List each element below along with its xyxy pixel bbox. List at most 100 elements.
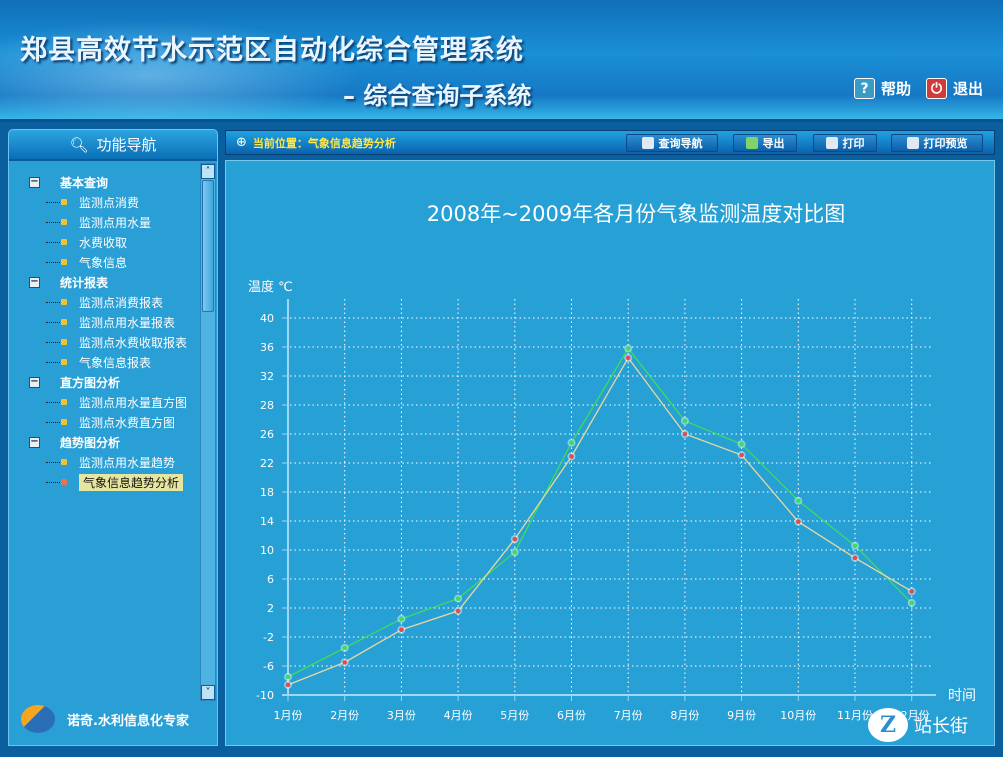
bullet-icon (61, 199, 67, 205)
nav-item[interactable]: 水费收取 (29, 232, 187, 252)
print-preview-label: 打印预览 (923, 137, 968, 150)
data-point (512, 536, 518, 542)
y-tick-label: 28 (260, 399, 274, 412)
help-icon: ? (854, 78, 875, 99)
nav-group[interactable]: − 基本查询 (29, 172, 187, 192)
nav-item[interactable]: 气象信息趋势分析 (29, 472, 187, 492)
chart-title: 2008年~2009年各月份气象监测温度对比图 (427, 202, 845, 226)
query-nav-button[interactable]: 查询导航 (626, 134, 718, 152)
scrollbar-thumb[interactable] (202, 180, 214, 312)
bullet-icon (61, 239, 67, 245)
app-header: 郑县高效节水示范区自动化综合管理系统 – 综合查询子系统 ? 帮助 ⏻ 退出 (0, 0, 1003, 122)
nav-item-label: 监测点用水量 (79, 215, 152, 230)
y-tick-label: 2 (267, 602, 274, 615)
watermark: Z 站长街 (868, 708, 968, 742)
collapse-icon[interactable]: − (29, 175, 40, 188)
nav-item-label: 监测点消费报表 (79, 295, 164, 310)
company-logo (21, 705, 55, 733)
globe-icon: ⊕ (236, 135, 247, 150)
y-tick-label: -2 (263, 631, 274, 644)
y-tick-label: 6 (267, 573, 274, 586)
nav-item[interactable]: 监测点用水量 (29, 212, 187, 232)
magnifier-icon (641, 137, 654, 149)
scroll-down-button[interactable]: ˅ (201, 685, 215, 700)
y-tick-label: 10 (260, 544, 274, 557)
x-tick-label: 8月份 (670, 709, 699, 722)
data-point (625, 355, 631, 361)
nav-item[interactable]: 监测点消费 (29, 192, 187, 212)
export-icon (745, 137, 758, 149)
data-point (682, 431, 688, 437)
scroll-up-button[interactable]: ˄ (201, 164, 215, 179)
header-decoration (0, 20, 360, 119)
collapse-icon[interactable]: − (29, 375, 40, 388)
bullet-icon (61, 219, 67, 225)
nav-group[interactable]: − 趋势图分析 (29, 432, 187, 452)
nav-item[interactable]: 监测点水费收取报表 (29, 332, 187, 352)
breadcrumb: 当前位置：气象信息趋势分析 (252, 136, 396, 150)
app-title: 郑县高效节水示范区自动化综合管理系统 (20, 35, 524, 66)
exit-button[interactable]: ⏻ 退出 (926, 78, 983, 99)
nav-group-label: 基本查询 (60, 175, 109, 190)
x-tick-label: 3月份 (387, 709, 416, 722)
y-tick-label: 18 (260, 486, 274, 499)
printer-icon (825, 137, 838, 149)
nav-item[interactable]: 监测点用水量直方图 (29, 392, 187, 412)
exit-label: 退出 (953, 80, 984, 98)
collapse-icon[interactable]: − (29, 435, 40, 448)
data-point (852, 543, 858, 548)
bullet-icon (61, 459, 67, 465)
nav-group[interactable]: − 统计报表 (29, 272, 187, 292)
y-tick-label: 40 (260, 312, 274, 325)
print-preview-button[interactable]: 打印预览 (891, 134, 983, 152)
data-point (625, 346, 631, 351)
power-icon: ⏻ (926, 78, 947, 99)
x-tick-label: 6月份 (557, 709, 586, 722)
app-subtitle: – 综合查询子系统 (343, 82, 532, 110)
nav-item[interactable]: 监测点用水量趋势 (29, 452, 187, 472)
nav-group-label: 统计报表 (60, 275, 109, 290)
watermark-text: 站长街 (914, 716, 968, 737)
bullet-icon (61, 319, 67, 325)
watermark-logo: Z (868, 708, 908, 742)
location-toolbar: ⊕ 当前位置：气象信息趋势分析 查询导航 导出 打印 打印预览 (225, 130, 995, 155)
brand: 诺奇.水利信息化专家 (21, 705, 189, 733)
data-point (739, 452, 744, 458)
bullet-icon (61, 359, 67, 365)
nav-item-label: 监测点消费 (79, 195, 140, 210)
nav-item[interactable]: 气象信息 (29, 252, 187, 272)
x-tick-label: 5月份 (500, 709, 529, 722)
data-point (796, 519, 801, 525)
nav-item[interactable]: 监测点消费报表 (29, 292, 187, 312)
temperature-line-chart: 2008年~2009年各月份气象监测温度对比图 温度 ℃ 时间 40363228… (248, 202, 976, 722)
nav-item-label: 气象信息 (79, 255, 128, 270)
y-tick-label: -6 (263, 660, 274, 673)
data-point (342, 645, 347, 651)
export-button[interactable]: 导出 (733, 134, 797, 152)
help-button[interactable]: ? 帮助 (854, 78, 911, 99)
data-point (796, 498, 801, 504)
export-label: 导出 (762, 137, 785, 150)
nav-item[interactable]: 监测点水费直方图 (29, 412, 187, 432)
nav-item-label: 水费收取 (79, 235, 128, 250)
nav-item[interactable]: 监测点用水量报表 (29, 312, 187, 332)
print-button[interactable]: 打印 (813, 134, 877, 152)
nav-item-label: 监测点水费直方图 (79, 415, 176, 430)
nav-group-label: 趋势图分析 (60, 435, 121, 450)
sidebar-scrollbar[interactable]: ˄ ˅ (200, 163, 216, 701)
y-tick-label: 36 (260, 341, 274, 354)
nav-item[interactable]: 气象信息报表 (29, 352, 187, 372)
bullet-icon (61, 419, 67, 425)
data-point (909, 600, 914, 606)
nav-group[interactable]: − 直方图分析 (29, 372, 187, 392)
query-nav-label: 查询导航 (658, 137, 703, 150)
collapse-icon[interactable]: − (29, 275, 40, 288)
series-line (287, 356, 913, 686)
sidebar-title: 功能导航 (96, 136, 157, 154)
y-tick-label: 22 (260, 457, 274, 470)
data-point (342, 660, 347, 665)
bullet-icon (61, 479, 67, 485)
x-tick-label: 2月份 (330, 709, 359, 722)
y-tick-label: -10 (256, 689, 274, 702)
help-label: 帮助 (881, 80, 912, 98)
